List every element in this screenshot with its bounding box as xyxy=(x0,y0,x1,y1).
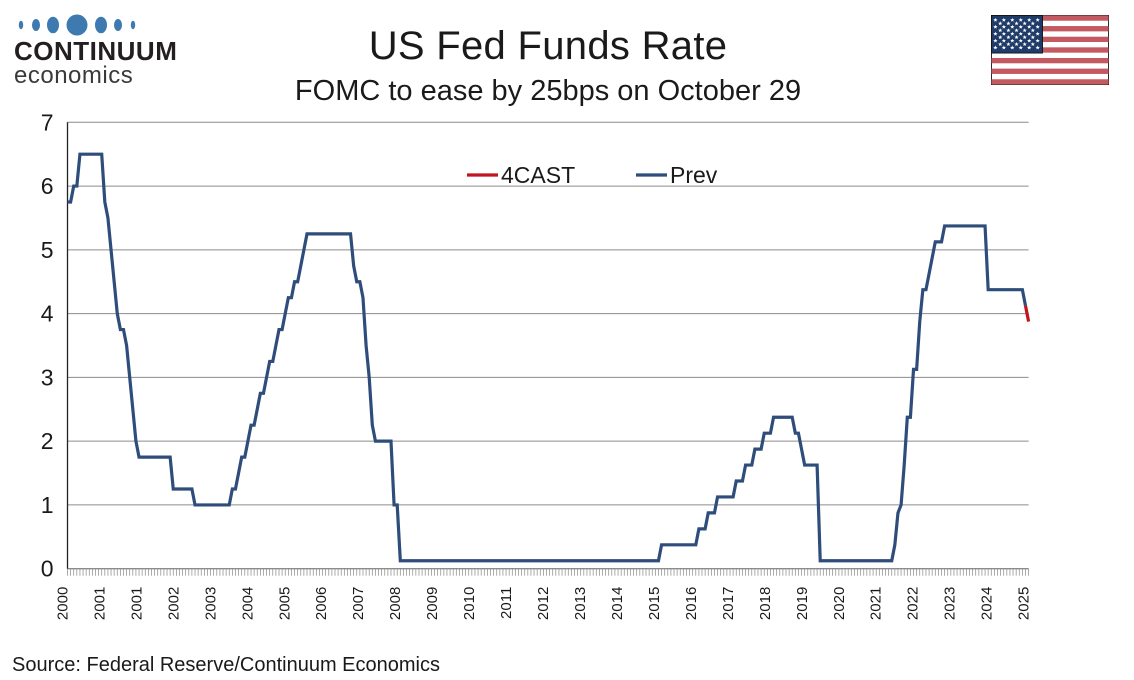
svg-text:6: 6 xyxy=(41,173,54,199)
svg-text:2002: 2002 xyxy=(165,587,182,620)
svg-text:4: 4 xyxy=(41,301,54,327)
svg-text:2008: 2008 xyxy=(387,587,404,620)
svg-text:2009: 2009 xyxy=(424,587,441,620)
svg-text:2004: 2004 xyxy=(239,587,256,620)
svg-text:2003: 2003 xyxy=(202,587,219,620)
svg-text:2019: 2019 xyxy=(794,587,811,620)
svg-text:3: 3 xyxy=(41,364,54,390)
svg-text:1: 1 xyxy=(41,492,54,518)
svg-text:2024: 2024 xyxy=(979,587,996,620)
svg-text:2025: 2025 xyxy=(1016,587,1033,620)
svg-text:4CAST: 4CAST xyxy=(501,162,575,188)
svg-text:2: 2 xyxy=(41,428,54,454)
svg-text:2021: 2021 xyxy=(868,587,885,620)
svg-text:2001: 2001 xyxy=(128,587,145,620)
svg-text:2011: 2011 xyxy=(498,587,515,619)
svg-text:2012: 2012 xyxy=(535,587,552,620)
svg-text:2013: 2013 xyxy=(572,587,589,620)
svg-text:2022: 2022 xyxy=(905,587,922,620)
svg-text:2014: 2014 xyxy=(609,587,626,620)
svg-text:7: 7 xyxy=(41,110,54,135)
svg-text:2000: 2000 xyxy=(55,587,72,620)
svg-text:2015: 2015 xyxy=(646,587,663,620)
svg-text:Prev: Prev xyxy=(670,162,718,188)
svg-text:0: 0 xyxy=(41,556,54,582)
svg-text:2007: 2007 xyxy=(350,587,367,620)
svg-text:2001: 2001 xyxy=(91,587,108,620)
svg-text:2016: 2016 xyxy=(683,587,700,620)
svg-text:2018: 2018 xyxy=(757,587,774,620)
svg-text:2006: 2006 xyxy=(313,587,330,620)
svg-text:2005: 2005 xyxy=(276,587,293,620)
svg-text:5: 5 xyxy=(41,237,54,263)
svg-text:2010: 2010 xyxy=(461,587,478,620)
svg-text:2020: 2020 xyxy=(831,587,848,620)
svg-text:2017: 2017 xyxy=(720,587,737,620)
svg-text:2023: 2023 xyxy=(942,587,959,620)
